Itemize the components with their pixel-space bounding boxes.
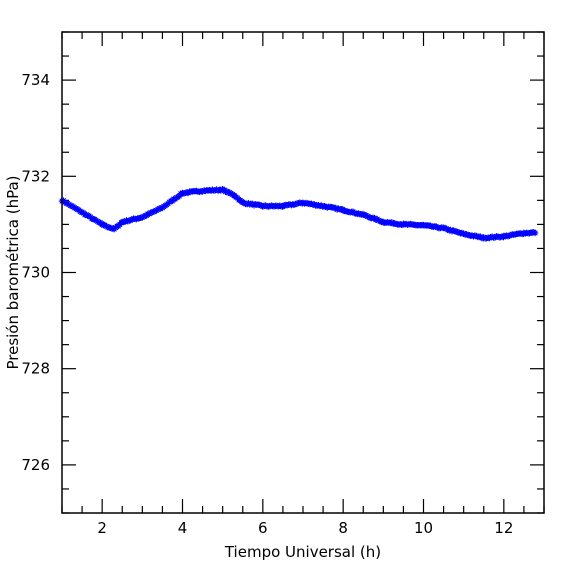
x-axis-label: Tiempo Universal (h) xyxy=(224,543,381,561)
tick-labels: 2 4 6 8 10 12 726 728 730 732 734 xyxy=(21,71,513,537)
axis-ticks xyxy=(61,31,545,514)
x-tick-label: 4 xyxy=(178,519,188,537)
x-tick-label: 10 xyxy=(414,519,433,537)
y-axis-label: Presión barométrica (hPa) xyxy=(4,175,22,369)
y-tick-label: 726 xyxy=(21,456,50,474)
x-tick-label: 8 xyxy=(338,519,348,537)
y-tick-label: 732 xyxy=(21,167,50,185)
x-tick-label: 2 xyxy=(97,519,107,537)
plot-frame xyxy=(61,31,545,514)
y-tick-label: 730 xyxy=(21,264,50,282)
x-tick-label: 12 xyxy=(494,519,513,537)
x-tick-label: 6 xyxy=(258,519,268,537)
y-tick-label: 734 xyxy=(21,71,50,89)
data-point xyxy=(531,229,539,237)
y-tick-label: 728 xyxy=(21,360,50,378)
data-series xyxy=(58,185,539,242)
